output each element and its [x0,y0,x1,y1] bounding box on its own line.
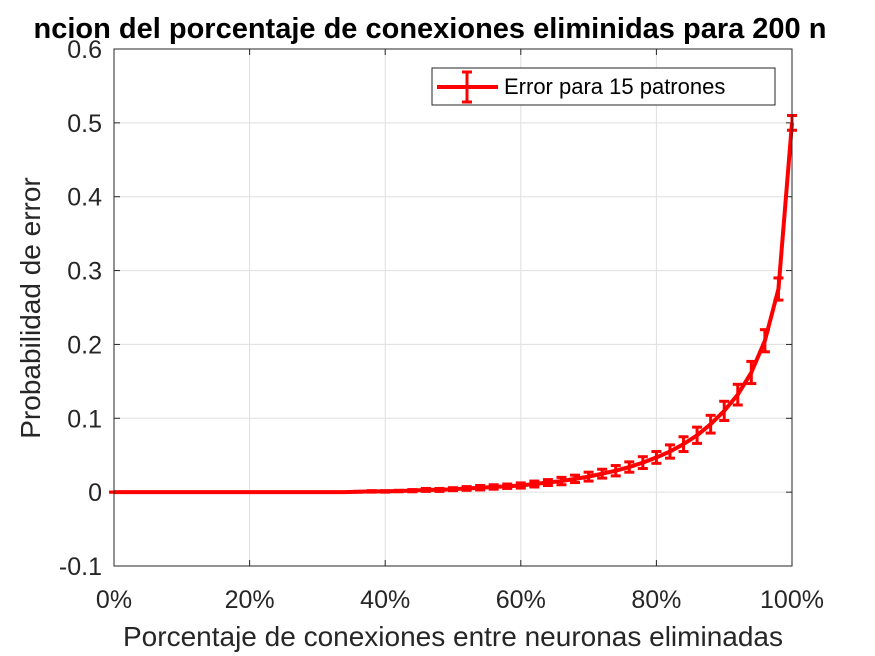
y-tick-label: 0.2 [67,331,102,359]
legend-label: Error para 15 patrones [504,74,725,99]
errorbar [448,486,458,493]
x-tick-label: 100% [760,586,824,614]
axes-frame [113,48,793,567]
errorbar [637,455,648,471]
errorbar [773,276,784,302]
errorbar [692,425,703,445]
tick-labels: 0% 20% 40% 60% 80% 100% -0.1 0 0.1 0.2 0.3 0.4 0.5 0.… [59,36,824,614]
y-tick-label: 0.5 [67,110,102,138]
y-tick-label: -0.1 [59,553,102,581]
errorbar [393,488,404,494]
errorbar [353,489,364,494]
errorbar [461,485,472,492]
errorbar [719,399,730,423]
errorbar [529,479,540,489]
errorbar [420,486,431,493]
errorbar [746,359,757,386]
errorbar [597,467,608,480]
errorbar [366,489,377,494]
errorbar [651,450,662,465]
errorbar [488,483,499,491]
y-tick-label: 0.1 [67,405,102,433]
errorbar [542,478,553,487]
errorbar [502,482,513,490]
errorbar [624,460,635,474]
errorbar [678,435,689,454]
legend-errorbar-marker [437,70,498,104]
y-tick-label: 0 [88,479,102,507]
plot-area [114,49,792,566]
chart-title: ncion del porcentaje de conexiones elimi… [34,13,827,45]
errorbar [732,382,743,407]
errorbar [434,486,445,493]
x-tick-label: 0% [96,586,132,614]
y-tick-label: 0.6 [67,36,102,64]
y-tick-label: 0.3 [67,258,102,286]
errorbar [705,413,716,435]
errorbar [570,473,581,485]
errorbar [475,483,486,492]
y-tick-label: 0.4 [67,184,102,212]
errorbar [610,464,621,478]
y-axis-label: Probabilidad de error [15,177,46,439]
errorbar [664,443,675,460]
errorbar [556,475,567,487]
data-series [109,113,797,495]
errorbar [515,481,526,490]
errorbar [380,489,391,494]
x-tick-label: 80% [631,586,681,614]
x-tick-label: 20% [225,586,275,614]
errorbar [407,488,418,494]
errorbar [759,328,770,354]
x-axis-label: Porcentaje de conexiones entre neuronas … [123,621,783,652]
x-tick-label: 60% [496,586,546,614]
x-tick-label: 40% [360,586,410,614]
errorbar [583,470,594,483]
legend: Error para 15 patrones [431,67,776,106]
